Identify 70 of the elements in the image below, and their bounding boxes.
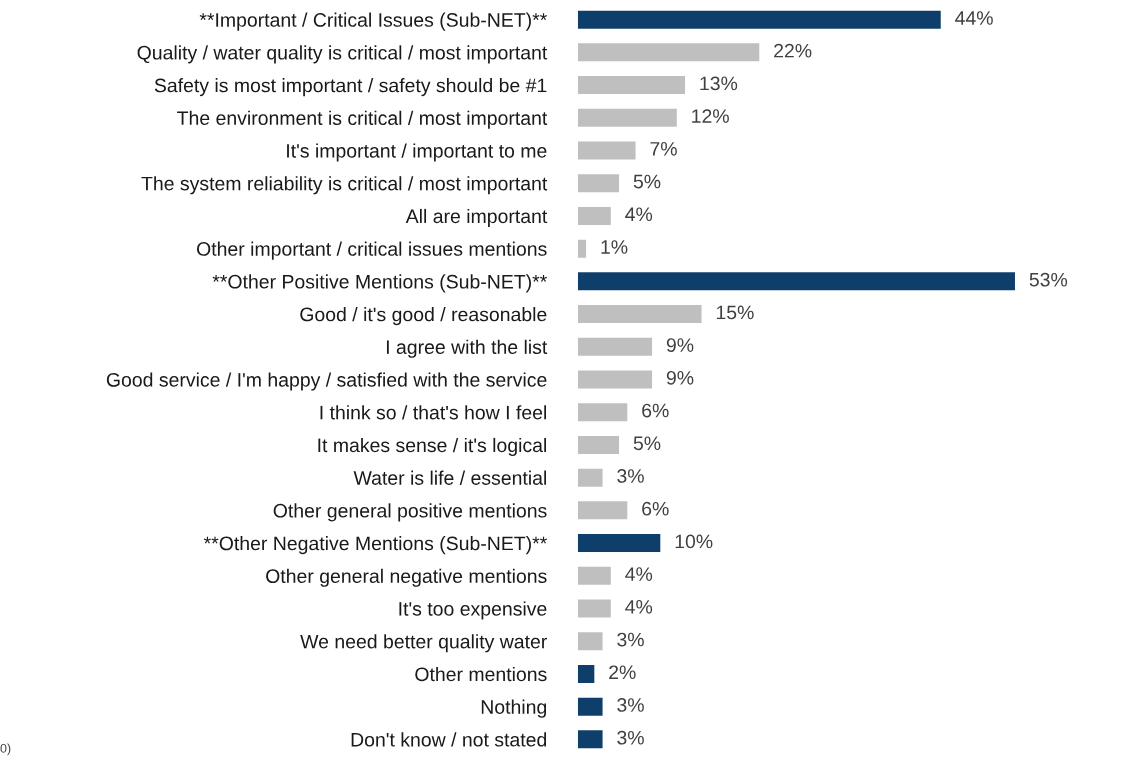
y-tick-label: Safety is most important / safety should be #1	[154, 78, 547, 97]
data-label: 10%	[675, 534, 713, 549]
data-label: 12%	[692, 109, 729, 123]
bar	[577, 272, 1015, 291]
data-label: 1%	[601, 240, 628, 254]
y-tick-label: Good service / I'm happy / satisfied with the service	[106, 372, 547, 391]
bar	[577, 403, 628, 422]
y-tick-label: It makes sense / it's logical	[318, 437, 546, 457]
y-tick-label: **Other Negative Mentions (Sub-NET)**	[203, 536, 547, 555]
y-tick-label: It's too expensive	[399, 601, 547, 620]
bar	[577, 76, 686, 95]
data-label: 5%	[633, 436, 661, 451]
bar	[577, 305, 702, 324]
data-label: 4%	[625, 567, 653, 581]
data-label: 3%	[617, 698, 644, 712]
data-label: 44%	[955, 11, 993, 25]
y-tick-label: The system reliability is critical / most important	[141, 176, 548, 195]
y-tick-label: **Important / Critical Issues (Sub-NET)**	[199, 12, 547, 31]
bar	[577, 435, 620, 454]
y-tick-label: Good / it's good / reasonable	[300, 307, 547, 326]
bar	[577, 174, 620, 193]
y-tick-label: I agree with the list	[386, 339, 548, 358]
bar	[577, 501, 628, 520]
data-label: 3%	[617, 632, 644, 647]
text: 0)	[0, 743, 11, 756]
y-tick-label: Quality / water quality is critical / most important	[137, 45, 548, 64]
bar	[577, 206, 611, 225]
bar	[577, 108, 677, 127]
bar	[577, 697, 603, 716]
bar	[577, 468, 603, 487]
bar	[577, 370, 653, 389]
bar	[577, 141, 636, 160]
y-tick-label: It's important / important to me	[287, 143, 547, 162]
data-label: 3%	[617, 730, 644, 745]
data-label: 9%	[666, 370, 694, 385]
data-label: 5%	[633, 174, 661, 189]
y-tick-label: The environment is critical / most important	[177, 110, 548, 129]
y-tick-label: **Other Positive Mentions (Sub-NET)**	[212, 274, 547, 293]
bar	[577, 566, 611, 585]
bar	[577, 599, 611, 618]
data-label: 2%	[609, 665, 636, 680]
y-tick-label: Water is life / essential	[353, 470, 546, 485]
data-label: 13%	[700, 76, 738, 91]
data-label: 53%	[1029, 272, 1068, 287]
data-label: 6%	[642, 403, 669, 418]
data-label: 4%	[625, 207, 653, 222]
y-tick-label: Other general positive mentions	[273, 503, 547, 522]
bar	[577, 730, 603, 749]
y-tick-label: Nothing	[481, 699, 547, 718]
y-tick-label: Other general negative mentions	[266, 568, 547, 587]
data-label: 15%	[716, 305, 754, 320]
bar	[577, 43, 760, 62]
y-tick-label: I think so / that's how I feel	[320, 405, 546, 420]
bar	[577, 337, 653, 356]
y-tick-label: We need better quality water	[300, 634, 547, 653]
data-label: 9%	[666, 338, 694, 352]
y-tick-label: Don't know / not stated	[351, 732, 547, 747]
data-label: 7%	[650, 142, 677, 156]
y-tick-label: All are important	[405, 208, 548, 227]
data-label: 6%	[642, 501, 669, 516]
bar	[577, 632, 603, 651]
y-tick-label: Other mentions	[415, 666, 547, 682]
bar	[577, 664, 595, 683]
y-tick-label: Other important / critical issues mentions	[197, 241, 547, 260]
bar	[577, 10, 941, 29]
bar	[577, 534, 661, 553]
data-label: 3%	[617, 469, 644, 483]
bar	[577, 239, 587, 258]
data-label: 4%	[625, 600, 653, 614]
data-label: 22%	[774, 43, 812, 58]
